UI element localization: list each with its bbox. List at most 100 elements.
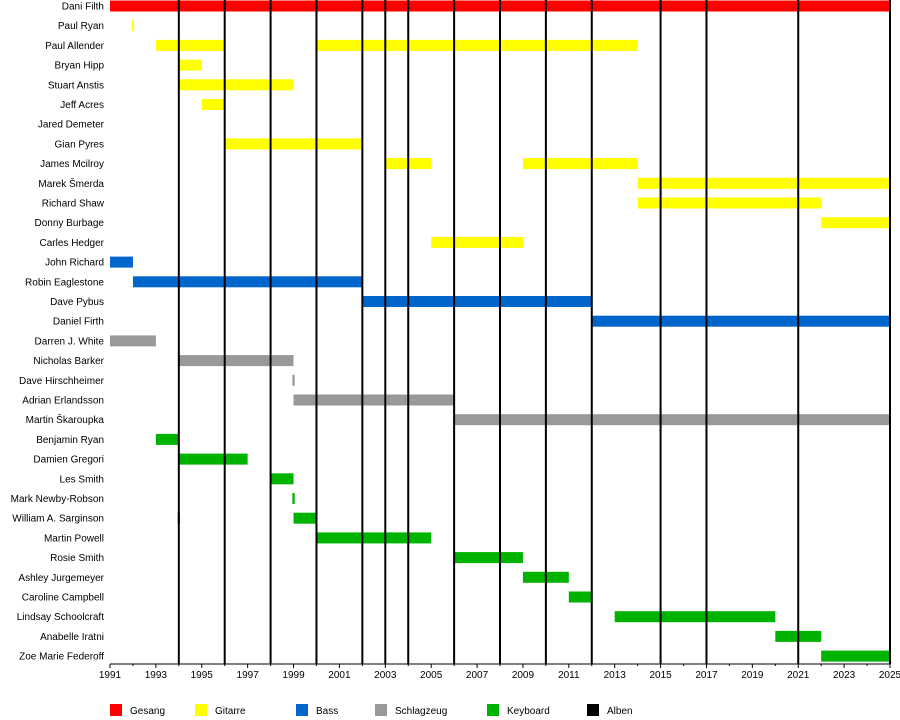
x-tick-label-2015: 2015 [649,670,672,681]
legend-label-albums: Alben [607,706,633,717]
legend-label-bass: Bass [316,706,338,717]
bar-daniel-firth-1 [591,315,890,327]
x-tick-label-2007: 2007 [466,670,489,681]
member-name-nicholas-barker: Nicholas Barker [33,356,104,367]
legend-label-drums: Schlagzeug [395,706,447,717]
bar-paul-ryan-1 [131,20,135,32]
x-tick-label-2017: 2017 [695,670,718,681]
legend-swatch-bass [296,704,308,716]
member-name-stuart-anstis: Stuart Anstis [48,80,104,91]
member-name-anabelle-iratni: Anabelle Iratni [40,632,104,643]
x-tick-label-2023: 2023 [833,670,856,681]
member-name-richard-shaw: Richard Shaw [42,199,105,210]
legend-swatch-drums [375,704,387,716]
x-tick-label-2001: 2001 [328,670,351,681]
member-name-robin-eaglestone: Robin Eaglestone [25,277,104,288]
member-name-john-richard: John Richard [45,258,104,269]
member-name-paul-ryan: Paul Ryan [58,21,104,32]
x-tick-label-1997: 1997 [237,670,260,681]
bar-zoe-marie-federoff-1 [821,650,890,662]
legend-swatch-keyboard [487,704,499,716]
legend-swatch-albums [587,704,599,716]
legend-label-guitar: Gitarre [215,706,246,717]
member-name-william-a-sarginson: William A. Sarginson [12,514,104,525]
member-name-dave-hirschheimer: Dave Hirschheimer [19,376,105,387]
x-tick-label-2011: 2011 [558,670,580,681]
bar-jeff-acres-1 [201,99,225,110]
member-name-les-smith: Les Smith [60,474,104,485]
member-name-rosie-smith: Rosie Smith [50,553,104,564]
member-name-mark-newby-robson: Mark Newby-Robson [11,494,104,505]
member-name-dave-pybus: Dave Pybus [50,297,104,308]
member-name-adrian-erlandsson: Adrian Erlandsson [22,396,104,407]
member-name-benjamin-ryan: Benjamin Ryan [36,435,104,446]
bar-darren-j-white-1 [110,335,156,347]
x-tick-label-2019: 2019 [741,670,764,681]
member-names: Dani Filth Paul Ryan Paul Allender Bryan Hi… [11,2,105,663]
bar-bryan-hipp-1 [178,59,202,71]
bar-caroline-campbell-1 [568,591,592,603]
member-name-james-mcilroy: James Mcilroy [40,159,104,170]
x-tick-label-2025: 2025 [879,670,900,681]
bar-lindsay-schoolcraft-1 [614,611,776,623]
bar-dave-hirschheimer-1 [292,374,295,386]
bar-adrian-erlandsson-1 [293,394,455,406]
x-tick-label-1999: 1999 [282,670,305,681]
bar-mark-newby-robson-1 [292,493,295,504]
member-name-martin-skaroupka: Martin Škaroupka [26,413,105,426]
x-tick-label-2003: 2003 [374,670,397,681]
legend: Gesang Gitarre Bass Schlagzeug Keyboard Alben [110,704,633,717]
bar-damien-gregori-1 [178,453,248,465]
x-tick-label-1993: 1993 [145,670,168,681]
bar-rosie-smith-1 [454,552,523,564]
x-tick-label-1991: 1991 [99,670,122,681]
bar-stuart-anstis-1 [178,79,294,91]
member-name-daniel-firth: Daniel Firth [53,317,104,328]
member-name-jared-demeter: Jared Demeter [38,120,105,131]
bar-les-smith-1 [270,473,294,485]
member-name-damien-gregori: Damien Gregori [33,455,104,466]
bar-marek-smerda-1 [637,177,890,189]
member-name-jeff-acres: Jeff Acres [60,100,104,111]
x-tick-label-1995: 1995 [191,670,214,681]
x-axis: 1991 1993 1995 1997 1999 2001 2003 2005 2007 2009… [99,663,900,681]
bar-paul-allender-1 [155,39,225,51]
member-name-ashley-jurgemeyer: Ashley Jurgemeyer [18,573,104,584]
member-name-marek-smerda: Marek Šmerda [38,177,104,190]
member-name-zoe-marie-federoff: Zoe Marie Federoff [19,652,104,663]
bar-richard-shaw-1 [637,197,822,209]
album-lines-foreground [177,0,891,664]
bar-donny-burbage-1 [821,217,890,229]
legend-label-keyboard: Keyboard [507,706,550,717]
bar-martin-skaroupka-1 [454,414,890,426]
x-tick-label-2005: 2005 [420,670,443,681]
member-name-gian-pyres: Gian Pyres [55,139,104,150]
legend-swatch-vocals [110,704,122,716]
member-name-paul-allender: Paul Allender [45,41,105,52]
legend-label-vocals: Gesang [130,706,165,717]
bar-gian-pyres-1 [224,138,363,150]
bar-robin-eaglestone-1 [132,276,363,288]
bar-john-richard-1 [110,256,133,268]
x-tick-label-2021: 2021 [787,670,810,681]
member-name-carles-hedger: Carles Hedger [40,238,105,249]
member-name-caroline-campbell: Caroline Campbell [22,593,104,604]
bar-martin-powell-1 [316,532,432,544]
member-name-dani-filth: Dani Filth [62,2,104,13]
bar-benjamin-ryan-1 [155,433,179,445]
member-name-bryan-hipp: Bryan Hipp [55,61,105,72]
member-name-darren-j-white: Darren J. White [35,336,105,347]
bar-james-mcilroy-2 [522,158,638,170]
bar-paul-allender-2 [316,39,638,51]
legend-swatch-guitar [195,704,207,716]
bar-nicholas-barker-1 [178,355,294,367]
member-name-donny-burbage: Donny Burbage [35,218,105,229]
member-name-martin-powell: Martin Powell [44,533,104,544]
member-name-lindsay-schoolcraft: Lindsay Schoolcraft [17,612,104,623]
bar-william-a-sarginson-2 [293,512,317,524]
bar-carles-hedger-1 [431,236,523,248]
bar-dave-pybus-1 [362,296,592,307]
x-tick-label-2013: 2013 [604,670,627,681]
x-tick-label-2009: 2009 [512,670,535,681]
